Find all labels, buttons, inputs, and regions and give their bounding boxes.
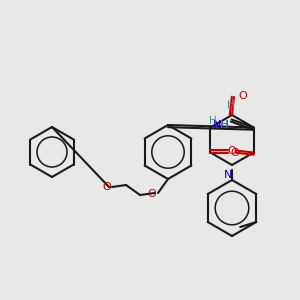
- Text: O: O: [228, 146, 236, 155]
- Text: NH: NH: [213, 119, 230, 130]
- Text: O: O: [230, 148, 239, 158]
- Text: N: N: [213, 119, 222, 130]
- Text: O: O: [148, 189, 156, 199]
- Text: H: H: [209, 116, 217, 126]
- Text: O: O: [238, 91, 247, 101]
- Text: H: H: [220, 119, 229, 130]
- Text: O: O: [103, 182, 111, 192]
- Text: N: N: [224, 170, 232, 180]
- Text: H: H: [227, 100, 235, 110]
